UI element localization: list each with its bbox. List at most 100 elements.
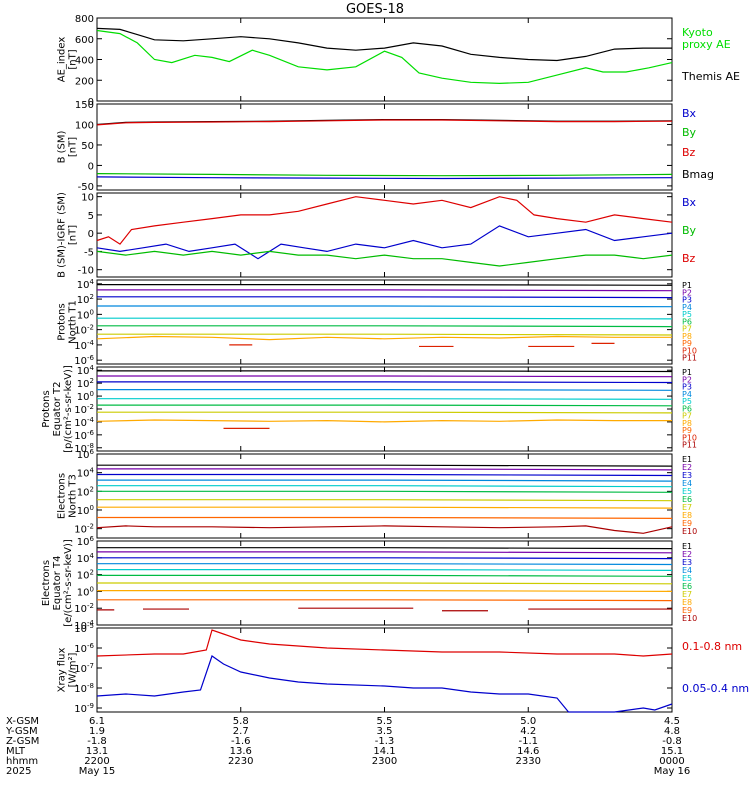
legend-item: P4 bbox=[682, 390, 692, 399]
legend-item: P7 bbox=[682, 412, 692, 421]
y-tick-label: 10-5 bbox=[74, 622, 94, 635]
y-tick-label: 104 bbox=[77, 278, 95, 291]
series-P3 bbox=[97, 381, 673, 384]
series-E6 bbox=[97, 574, 673, 577]
footer-value: 2330 bbox=[516, 756, 541, 767]
y-tick-label: 104 bbox=[77, 552, 95, 565]
y-tick-label: 102 bbox=[77, 485, 94, 498]
y-axis-label: North T1 bbox=[68, 300, 79, 344]
series-P7 bbox=[97, 411, 673, 414]
y-tick-label: 10-4 bbox=[74, 416, 94, 429]
legend-item: By bbox=[682, 224, 697, 237]
footer-value: May 15 bbox=[79, 766, 116, 777]
legend-item: Kyoto bbox=[682, 26, 713, 39]
y-axis-label: Protons bbox=[57, 303, 68, 340]
y-axis-label: B (SM) bbox=[57, 130, 68, 163]
legend-item: 0.1-0.8 nm bbox=[682, 640, 742, 653]
y-tick-label: 150 bbox=[75, 100, 94, 111]
series-E7 bbox=[97, 499, 673, 502]
legend-item: P8 bbox=[682, 419, 692, 428]
y-tick-label: -5 bbox=[84, 247, 94, 258]
plot-title: GOES-18 bbox=[346, 2, 404, 17]
series-P3 bbox=[97, 296, 673, 299]
series-E2 bbox=[97, 551, 673, 554]
y-axis-label: [W/m²] bbox=[68, 652, 79, 687]
legend-item: P11 bbox=[682, 441, 697, 450]
y-tick-label: 400 bbox=[75, 56, 94, 67]
footer-value: -1.8 bbox=[87, 736, 107, 747]
footer-value: 13.6 bbox=[230, 746, 252, 757]
legend-item: proxy AE bbox=[682, 38, 731, 51]
legend-item: By bbox=[682, 126, 697, 139]
footer-row-label: Z-GSM bbox=[6, 736, 39, 747]
panel-frame bbox=[96, 279, 673, 365]
legend-item: Bz bbox=[682, 252, 696, 265]
legend-item: Bmag bbox=[682, 168, 714, 181]
y-axis-label: [p/(cm²-s-sr-keV)] bbox=[63, 365, 74, 453]
legend-item: E7 bbox=[682, 590, 692, 599]
series-E10 bbox=[96, 525, 673, 534]
series-E6 bbox=[97, 490, 673, 493]
legend-item: P7 bbox=[682, 325, 692, 334]
series-P1 bbox=[97, 370, 673, 373]
series-E5 bbox=[97, 568, 673, 572]
legend-item: P10 bbox=[682, 346, 697, 355]
legend-item: P2 bbox=[682, 375, 692, 384]
footer-value: 15.1 bbox=[661, 746, 683, 757]
footer-value: 5.5 bbox=[377, 716, 393, 727]
series-P5 bbox=[97, 398, 673, 400]
y-tick-label: 50 bbox=[81, 141, 94, 152]
y-tick-label: 10-6 bbox=[74, 429, 94, 442]
y-axis-label: B (SM)-IGRF (SM) bbox=[57, 192, 68, 278]
panel-frame bbox=[96, 627, 673, 713]
legend-item: E5 bbox=[682, 574, 692, 583]
footer-value: 2200 bbox=[84, 756, 109, 767]
series-P2 bbox=[97, 375, 673, 378]
y-tick-label: -50 bbox=[78, 182, 94, 193]
y-tick-label: 0 bbox=[88, 161, 94, 172]
legend-item: P1 bbox=[682, 368, 692, 377]
series-By bbox=[96, 250, 673, 267]
y-tick-label: 0 bbox=[88, 97, 94, 108]
series-P1 bbox=[97, 284, 673, 286]
series-P4 bbox=[97, 305, 673, 308]
legend-item: E4 bbox=[682, 479, 692, 488]
series-E1 bbox=[97, 547, 673, 550]
series-Bz bbox=[96, 119, 673, 126]
legend-item: P4 bbox=[682, 303, 692, 312]
y-tick-label: 5 bbox=[88, 211, 94, 222]
y-axis-label: [nT] bbox=[68, 137, 79, 157]
series-E2 bbox=[97, 468, 673, 471]
series-E5 bbox=[97, 485, 673, 488]
footer-row-label: hhmm bbox=[6, 756, 38, 767]
y-tick-label: 100 bbox=[77, 585, 94, 598]
y-axis-label: [nT] bbox=[68, 225, 79, 245]
y-axis-label: Protons bbox=[41, 390, 52, 427]
series-E4 bbox=[97, 479, 673, 482]
y-tick-label: 100 bbox=[75, 120, 94, 131]
series-E1 bbox=[97, 464, 673, 467]
footer-value: 1.9 bbox=[89, 726, 105, 737]
series-P6 bbox=[97, 325, 673, 328]
legend-item: Bx bbox=[682, 107, 697, 120]
legend-item: P3 bbox=[682, 383, 692, 392]
legend-item: E8 bbox=[682, 598, 692, 607]
footer-row-label: X-GSM bbox=[6, 716, 39, 727]
legend-item: P11 bbox=[682, 354, 697, 363]
series-E8 bbox=[97, 506, 673, 509]
footer-value: 2.7 bbox=[233, 726, 249, 737]
footer-value: 0000 bbox=[659, 756, 684, 767]
legend-item: E6 bbox=[682, 582, 692, 591]
panel-frame bbox=[96, 366, 673, 452]
y-axis-label: North T3 bbox=[68, 474, 79, 518]
y-tick-label: 10-2 bbox=[74, 602, 94, 615]
legend-item: E6 bbox=[682, 495, 692, 504]
series-Bz bbox=[96, 196, 673, 245]
series-P7 bbox=[97, 333, 673, 336]
legend-item: E9 bbox=[682, 519, 692, 528]
footer-value: 14.6 bbox=[517, 746, 539, 757]
